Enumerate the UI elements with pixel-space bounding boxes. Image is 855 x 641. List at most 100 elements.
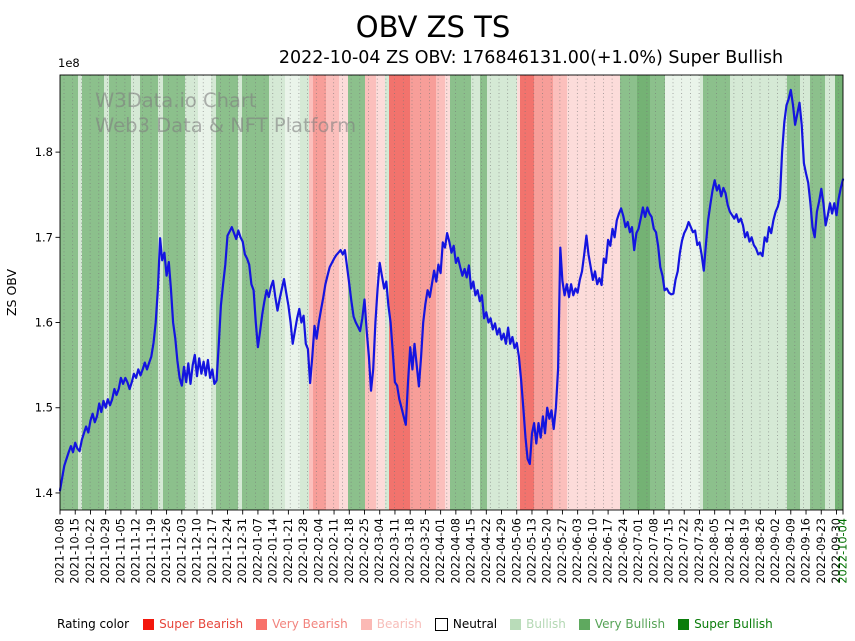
- x-tick-label: 2022-02-18: [343, 518, 356, 584]
- x-tick-label: 2022-03-18: [404, 518, 417, 584]
- rating-band-bullish: [104, 75, 109, 510]
- rating-band-bullish: [825, 75, 835, 510]
- x-tick-label: 2022-01-28: [297, 518, 310, 584]
- legend-swatch-icon: [434, 617, 448, 631]
- legend-swatch-icon: [578, 618, 590, 630]
- x-tick-label: 2022-08-26: [754, 518, 767, 584]
- x-tick-label: 2021-11-12: [130, 518, 143, 584]
- legend-item-super-bullish: Super Bullish: [678, 617, 773, 631]
- x-tick-label: 2021-10-22: [84, 518, 97, 584]
- rating-band-very_bullish: [650, 75, 665, 510]
- rating-band-bullish: [487, 75, 517, 510]
- legend-item-label: Bearish: [376, 617, 422, 631]
- rating-band-super_bullish: [835, 75, 843, 510]
- x-tick-label: 2022-08-12: [723, 518, 736, 584]
- legend-item-label: Very Bullish: [594, 617, 666, 631]
- x-tick-label: 2022-07-01: [632, 518, 645, 584]
- x-tick-label: 2022-06-24: [617, 518, 630, 584]
- x-tick-label: 2022-01-14: [267, 518, 280, 584]
- rating-band-very_bullish: [480, 75, 487, 510]
- rating-band-bullish: [700, 75, 703, 510]
- x-tick-label: 2022-09-23: [815, 518, 828, 584]
- x-tick-label: 2022-07-08: [647, 518, 660, 584]
- x-tick-label: 2022-03-11: [388, 518, 401, 584]
- x-tick-label: 2021-12-03: [175, 518, 188, 584]
- rating-band-super_bearish: [389, 75, 410, 510]
- rating-band-very_bullish: [348, 75, 365, 510]
- legend-swatch-icon: [678, 618, 690, 630]
- legend-swatch-icon: [143, 618, 155, 630]
- x-tick-label: 2022-07-15: [663, 518, 676, 584]
- x-tick-label: 2022-05-20: [541, 518, 554, 584]
- legend-item-bullish: Bullish: [510, 617, 566, 631]
- y-tick-label: 1.6: [35, 316, 53, 330]
- x-tick-label: 2021-12-31: [236, 518, 249, 584]
- x-tick-label: 2022-02-25: [358, 518, 371, 584]
- legend-item-bearish: Bearish: [360, 617, 422, 631]
- rating-band-very_bullish: [450, 75, 471, 510]
- x-tick-label: 2022-08-19: [739, 518, 752, 584]
- rating-band-bullish: [158, 75, 163, 510]
- legend-item-neutral: Neutral: [434, 617, 498, 631]
- legend-item-label: Neutral: [452, 617, 498, 631]
- legend-title: Rating color: [57, 617, 130, 631]
- x-tick-label: 2022-10-04: [837, 518, 850, 584]
- rating-band-very_bullish: [109, 75, 131, 510]
- x-tick-label: 2022-09-16: [800, 518, 813, 584]
- rating-band-bearish: [326, 75, 339, 510]
- y-offset-label: 1e8: [58, 56, 80, 70]
- rating-band-bullish: [238, 75, 242, 510]
- x-tick-label: 2021-12-10: [191, 518, 204, 584]
- x-tick-label: 2022-02-11: [328, 518, 341, 584]
- x-tick-label: 2022-08-05: [708, 518, 721, 584]
- rating-band-very_bullish: [163, 75, 185, 510]
- legend-item-label: Very Bearish: [272, 617, 348, 631]
- legend-item-very-bearish: Very Bearish: [256, 617, 348, 631]
- legend-items: Super Bearish Very Bearish Bearish Neutral B…: [143, 617, 773, 631]
- rating-band-bearish_weak: [445, 75, 450, 510]
- rating-bands: [60, 75, 843, 510]
- y-tick-label: 1.7: [35, 230, 53, 244]
- x-tick-label: 2022-04-29: [495, 518, 508, 584]
- x-tick-label: 2022-09-30: [830, 518, 843, 584]
- legend-item-label: Bullish: [526, 617, 566, 631]
- x-tick-label: 2021-12-24: [221, 518, 234, 584]
- rating-band-bullish_weak: [198, 75, 211, 510]
- rating-band-bearish: [365, 75, 376, 510]
- x-axis: 2021-10-08 2021-10-15 2021-10-22 2021-10-29…: [54, 510, 850, 584]
- rating-band-bearish: [309, 75, 313, 510]
- watermark-line-1: W3Data.io Chart: [95, 89, 257, 112]
- rating-band-very_bullish: [787, 75, 800, 510]
- rating-band-bullish: [185, 75, 198, 510]
- rating-band-very_bearish: [410, 75, 436, 510]
- rating-band-very_bearish: [534, 75, 553, 510]
- rating-legend: Rating color Super Bearish Very Bearish Be…: [57, 617, 773, 631]
- obv-line: [58, 88, 845, 492]
- rating-band-bearish: [436, 75, 445, 510]
- x-tick-label: 2022-01-07: [251, 518, 264, 584]
- rating-band-super_bullish: [637, 75, 650, 510]
- rating-band-bearish_weak: [339, 75, 348, 510]
- rating-band-bullish: [800, 75, 810, 510]
- x-tick-label: 2021-10-29: [99, 518, 112, 584]
- x-tick-label: 2022-04-01: [434, 518, 447, 584]
- y-tick-label: 1.8: [35, 145, 53, 159]
- x-tick-label: 2022-04-22: [480, 518, 493, 584]
- x-tick-label: 2022-06-10: [586, 518, 599, 584]
- rating-band-very_bullish: [620, 75, 637, 510]
- legend-item-super-bearish: Super Bearish: [143, 617, 243, 631]
- x-tick-label: 2021-11-05: [114, 518, 127, 584]
- rating-band-very_bullish: [60, 75, 78, 510]
- rating-band-bullish: [78, 75, 82, 510]
- rating-band-bullish: [269, 75, 285, 510]
- x-tick-label: 2022-02-04: [312, 518, 325, 584]
- rating-band-bullish: [300, 75, 309, 510]
- rating-band-bearish_weak: [376, 75, 385, 510]
- rating-band-bearish_weak: [517, 75, 520, 510]
- rating-band-bearish_weak: [567, 75, 620, 510]
- x-tick-label: 2022-09-09: [784, 518, 797, 584]
- x-tick-label: 2022-06-03: [571, 518, 584, 584]
- x-tick-label: 2022-05-27: [556, 518, 569, 584]
- legend-item-label: Super Bullish: [694, 617, 773, 631]
